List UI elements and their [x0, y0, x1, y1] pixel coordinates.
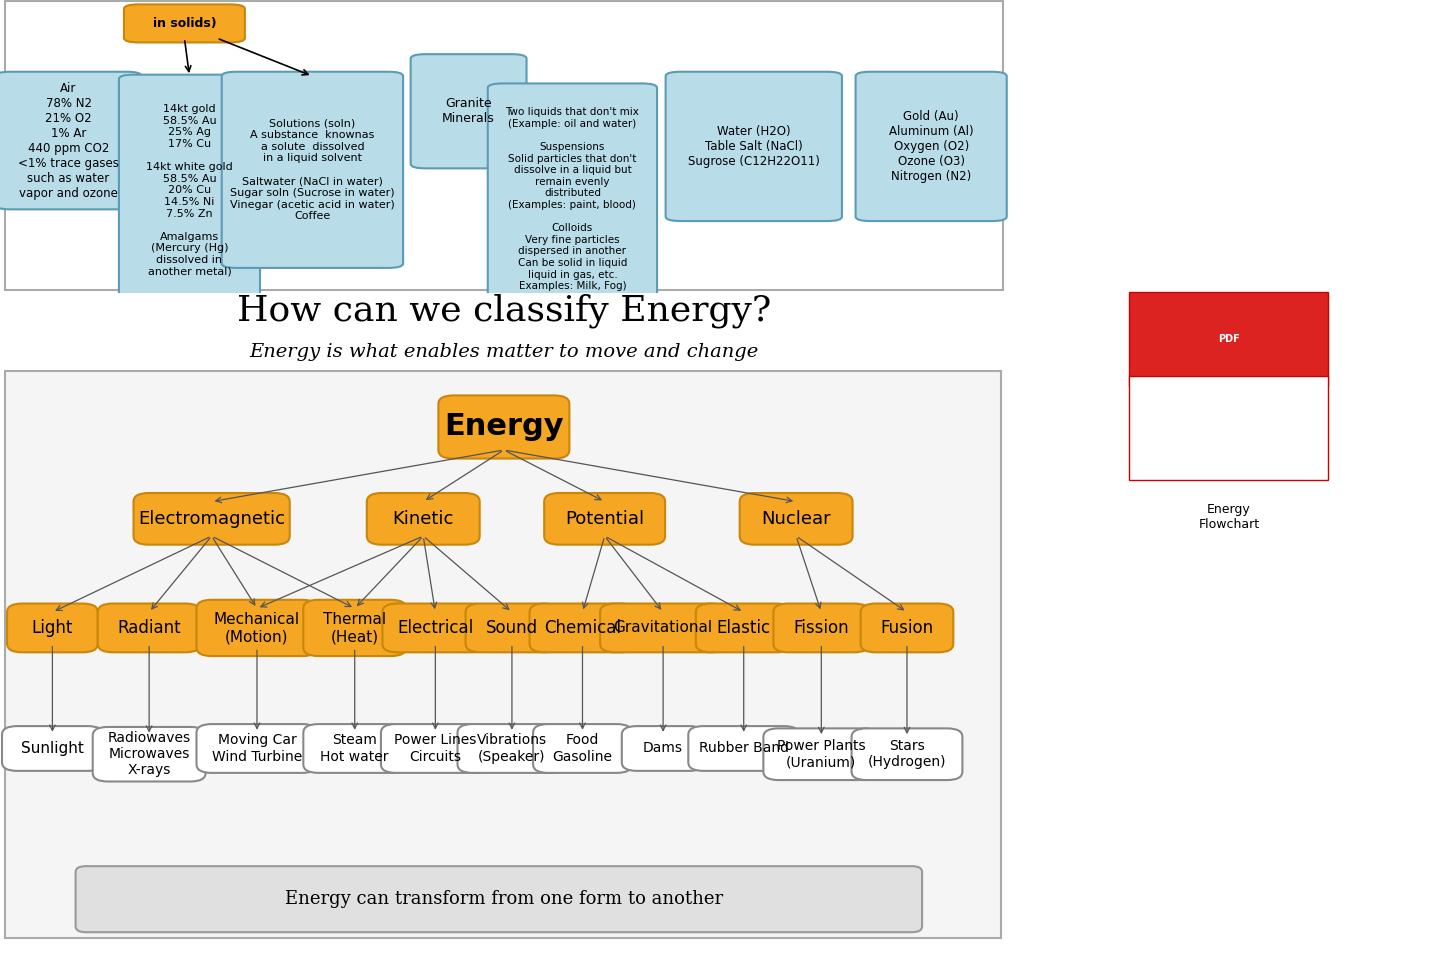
- Text: Air
78% N2
21% O2
1% Ar
440 ppm CO2
<1% trace gases
such as water
vapor and ozon: Air 78% N2 21% O2 1% Ar 440 ppm CO2 <1% …: [17, 82, 119, 200]
- FancyBboxPatch shape: [689, 726, 799, 771]
- Text: Energy: Energy: [444, 413, 564, 442]
- Text: in solids): in solids): [152, 17, 216, 30]
- FancyBboxPatch shape: [93, 727, 206, 781]
- Text: Energy can transform from one form to another: Energy can transform from one form to an…: [284, 891, 724, 908]
- Text: Potential: Potential: [566, 510, 644, 528]
- Text: Vibrations
(Speaker): Vibrations (Speaker): [477, 733, 547, 763]
- Text: Dams: Dams: [644, 741, 683, 756]
- FancyBboxPatch shape: [856, 72, 1006, 221]
- Text: How can we classify Energy?: How can we classify Energy?: [236, 294, 771, 328]
- FancyBboxPatch shape: [763, 729, 879, 780]
- Text: Stars
(Hydrogen): Stars (Hydrogen): [867, 739, 947, 769]
- FancyBboxPatch shape: [383, 604, 489, 653]
- FancyBboxPatch shape: [367, 493, 480, 544]
- FancyBboxPatch shape: [851, 729, 963, 780]
- FancyBboxPatch shape: [1, 726, 103, 771]
- Text: Power Lines
Circuits: Power Lines Circuits: [394, 733, 477, 763]
- FancyBboxPatch shape: [1130, 292, 1328, 386]
- FancyBboxPatch shape: [303, 600, 406, 656]
- FancyBboxPatch shape: [123, 5, 245, 42]
- FancyBboxPatch shape: [773, 604, 869, 653]
- FancyBboxPatch shape: [534, 724, 632, 773]
- Text: Fusion: Fusion: [880, 619, 934, 636]
- FancyBboxPatch shape: [197, 600, 318, 656]
- Text: Granite
Minerals: Granite Minerals: [442, 97, 494, 125]
- FancyBboxPatch shape: [381, 724, 490, 773]
- FancyBboxPatch shape: [438, 396, 570, 459]
- Text: Two liquids that don't mix
(Example: oil and water)

Suspensions
Solid particles: Two liquids that don't mix (Example: oil…: [506, 108, 639, 291]
- Text: Nuclear: Nuclear: [761, 510, 831, 528]
- FancyBboxPatch shape: [1130, 376, 1328, 480]
- Text: Rubber Band: Rubber Band: [699, 741, 789, 756]
- FancyBboxPatch shape: [75, 866, 922, 932]
- Text: Thermal
(Heat): Thermal (Heat): [323, 612, 386, 644]
- FancyBboxPatch shape: [119, 75, 260, 306]
- Text: Sound: Sound: [486, 619, 538, 636]
- Text: Radiowaves
Microwaves
X-rays: Radiowaves Microwaves X-rays: [107, 731, 191, 778]
- FancyBboxPatch shape: [458, 724, 567, 773]
- Text: Power Plants
(Uranium): Power Plants (Uranium): [777, 739, 866, 769]
- FancyBboxPatch shape: [600, 604, 726, 653]
- FancyBboxPatch shape: [0, 72, 142, 209]
- FancyBboxPatch shape: [4, 371, 1000, 938]
- FancyBboxPatch shape: [410, 54, 526, 168]
- FancyBboxPatch shape: [740, 493, 853, 544]
- FancyBboxPatch shape: [487, 84, 657, 315]
- Text: Food
Gasoline: Food Gasoline: [552, 733, 612, 763]
- FancyBboxPatch shape: [97, 604, 200, 653]
- Text: Energy
Flowchart: Energy Flowchart: [1198, 503, 1260, 531]
- Text: Gold (Au)
Aluminum (Al)
Oxygen (O2)
Ozone (O3)
Nitrogen (N2): Gold (Au) Aluminum (Al) Oxygen (O2) Ozon…: [889, 109, 973, 183]
- Text: Gravitational: Gravitational: [613, 620, 712, 636]
- Text: Light: Light: [32, 619, 72, 636]
- Text: Solutions (soln)
A substance  knownas
a solute  dissolved
in a liquid solvent

S: Solutions (soln) A substance knownas a s…: [231, 118, 394, 221]
- Text: Moving Car
Wind Turbine: Moving Car Wind Turbine: [212, 733, 302, 763]
- FancyBboxPatch shape: [529, 604, 635, 653]
- FancyBboxPatch shape: [7, 604, 97, 653]
- Text: Elastic: Elastic: [716, 619, 771, 636]
- Text: Radiant: Radiant: [117, 619, 181, 636]
- FancyBboxPatch shape: [465, 604, 558, 653]
- Text: 14kt gold
58.5% Au
25% Ag
17% Cu

14kt white gold
58.5% Au
20% Cu
14.5% Ni
7.5% : 14kt gold 58.5% Au 25% Ag 17% Cu 14kt wh…: [146, 104, 233, 276]
- Text: PDF: PDF: [1218, 334, 1240, 344]
- Text: Sunlight: Sunlight: [20, 741, 84, 756]
- FancyBboxPatch shape: [696, 604, 792, 653]
- Text: Steam
Hot water: Steam Hot water: [320, 733, 389, 763]
- FancyBboxPatch shape: [133, 493, 290, 544]
- Text: Mechanical
(Motion): Mechanical (Motion): [215, 612, 300, 644]
- FancyBboxPatch shape: [197, 724, 318, 773]
- FancyBboxPatch shape: [544, 493, 666, 544]
- Text: Kinetic: Kinetic: [393, 510, 454, 528]
- Text: Electromagnetic: Electromagnetic: [138, 510, 286, 528]
- Text: Chemical: Chemical: [544, 619, 621, 636]
- Text: Electrical: Electrical: [397, 619, 474, 636]
- Text: Energy is what enables matter to move and change: Energy is what enables matter to move an…: [249, 343, 758, 361]
- FancyBboxPatch shape: [622, 726, 705, 771]
- FancyBboxPatch shape: [303, 724, 406, 773]
- Text: Water (H2O)
Table Salt (NaCl)
Sugrose (C12H22O11): Water (H2O) Table Salt (NaCl) Sugrose (C…: [687, 125, 819, 168]
- FancyBboxPatch shape: [861, 604, 953, 653]
- FancyBboxPatch shape: [666, 72, 842, 221]
- FancyBboxPatch shape: [4, 2, 1003, 290]
- Text: Fission: Fission: [793, 619, 850, 636]
- FancyBboxPatch shape: [222, 72, 403, 268]
